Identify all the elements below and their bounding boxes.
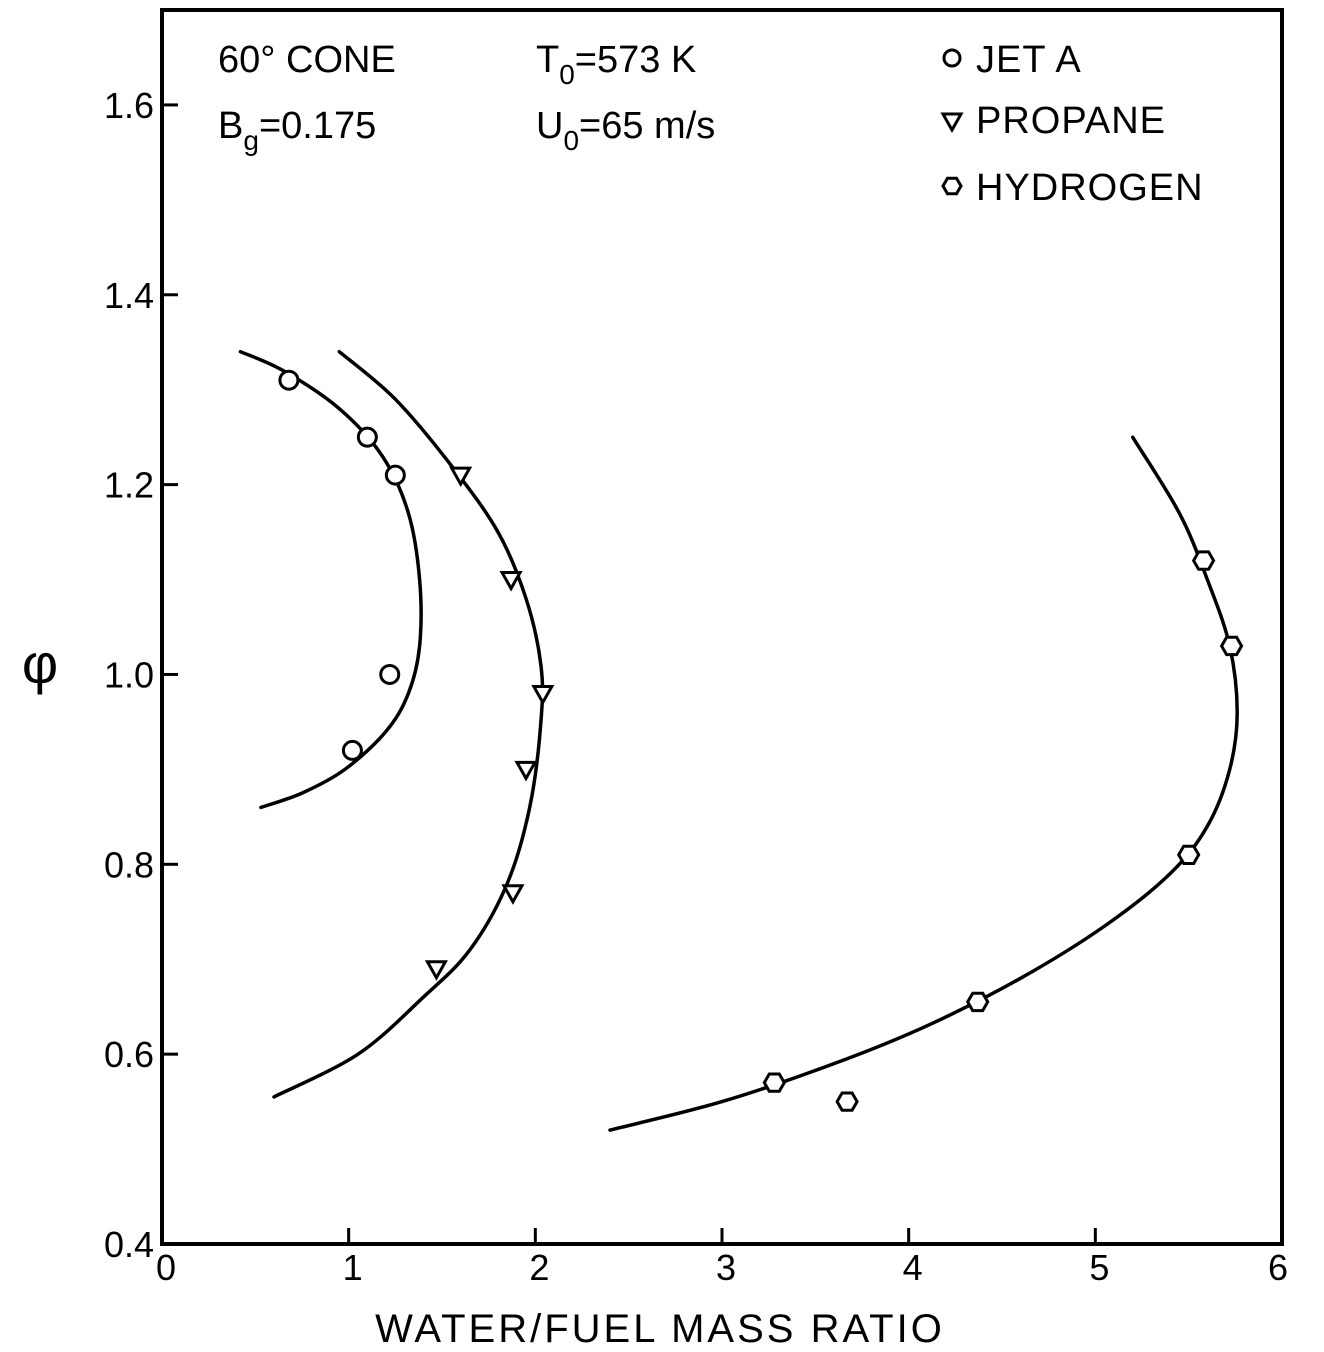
data-point-hydrogen	[1219, 635, 1244, 657]
annotation-t0-symbol: T	[536, 39, 559, 81]
annotation-cone: 60° CONE	[218, 39, 396, 81]
data-point-jet-a	[341, 739, 363, 761]
legend: JET A PROPANE HYDROGEN	[940, 39, 1204, 209]
y-tick-label: 1.2	[104, 465, 154, 506]
annotation-t0: T0=573 K	[536, 39, 696, 90]
annotation-t0-value: =573 K	[575, 39, 697, 81]
x-tick-label: 4	[903, 1247, 923, 1288]
annotation-bg-value: =0.175	[259, 105, 376, 147]
annotation-u0-value: =65 m/s	[579, 105, 715, 147]
legend-marker-jet-a	[942, 48, 962, 68]
annotation-bg: Bg=0.175	[218, 105, 376, 156]
data-point-jet-a	[379, 663, 401, 685]
y-tick-label: 0.4	[104, 1224, 154, 1265]
data-point-jet-a	[278, 369, 300, 391]
legend-label-hydrogen: HYDROGEN	[976, 167, 1204, 209]
data-point-propane	[424, 960, 448, 981]
data-point-jet-a	[356, 426, 378, 448]
annotation-u0: U0=65 m/s	[536, 105, 715, 156]
annotation-u0-symbol: U	[536, 105, 563, 147]
data-point-propane	[449, 466, 473, 488]
data-point-hydrogen	[965, 991, 990, 1013]
data-point-propane	[531, 684, 555, 706]
annotation-bg-subscript: g	[243, 125, 259, 156]
x-tick-label: 5	[1089, 1247, 1109, 1288]
data-point-hydrogen	[835, 1091, 859, 1112]
y-tick-label: 1.0	[104, 654, 154, 695]
fit-curve-propane	[272, 349, 545, 1099]
data-point-hydrogen	[762, 1072, 787, 1093]
legend-marker-propane	[940, 112, 964, 134]
data-point-hydrogen	[1176, 844, 1201, 865]
data-markers	[278, 369, 1244, 1112]
y-tick-label: 1.6	[104, 85, 154, 126]
fit-curve-hydrogen	[608, 435, 1239, 1132]
y-tick-label: 0.8	[104, 844, 154, 885]
legend-marker-hydrogen	[941, 176, 963, 196]
y-axis-ticks: 0.4 0.6 0.8 1.0 1.2 1.4 1.6	[104, 85, 178, 1265]
y-tick-label: 0.6	[104, 1034, 154, 1075]
y-axis-title: φ	[22, 632, 58, 695]
annotation-u0-subscript: 0	[563, 125, 579, 156]
legend-label-jet-a: JET A	[976, 39, 1082, 81]
data-point-jet-a	[384, 464, 406, 486]
annotation-bg-symbol: B	[218, 105, 243, 147]
y-tick-label: 1.4	[104, 275, 154, 316]
x-axis-ticks: 0 1 2 3 4 5 6	[156, 1228, 1288, 1288]
data-point-propane	[501, 884, 525, 905]
fit-curves	[238, 349, 1239, 1132]
annotation-t0-subscript: 0	[559, 59, 575, 90]
data-point-hydrogen	[1191, 550, 1216, 571]
data-point-propane	[514, 760, 538, 782]
data-point-propane	[499, 571, 523, 592]
x-tick-label: 6	[1268, 1247, 1288, 1288]
fit-curve-jet-a	[238, 349, 423, 810]
x-tick-label: 0	[156, 1247, 176, 1288]
x-tick-label: 1	[343, 1247, 363, 1288]
x-tick-label: 3	[716, 1247, 736, 1288]
x-axis-title: WATER/FUEL MASS RATIO	[375, 1307, 945, 1351]
legend-label-propane: PROPANE	[976, 100, 1166, 142]
x-tick-label: 2	[529, 1247, 549, 1288]
